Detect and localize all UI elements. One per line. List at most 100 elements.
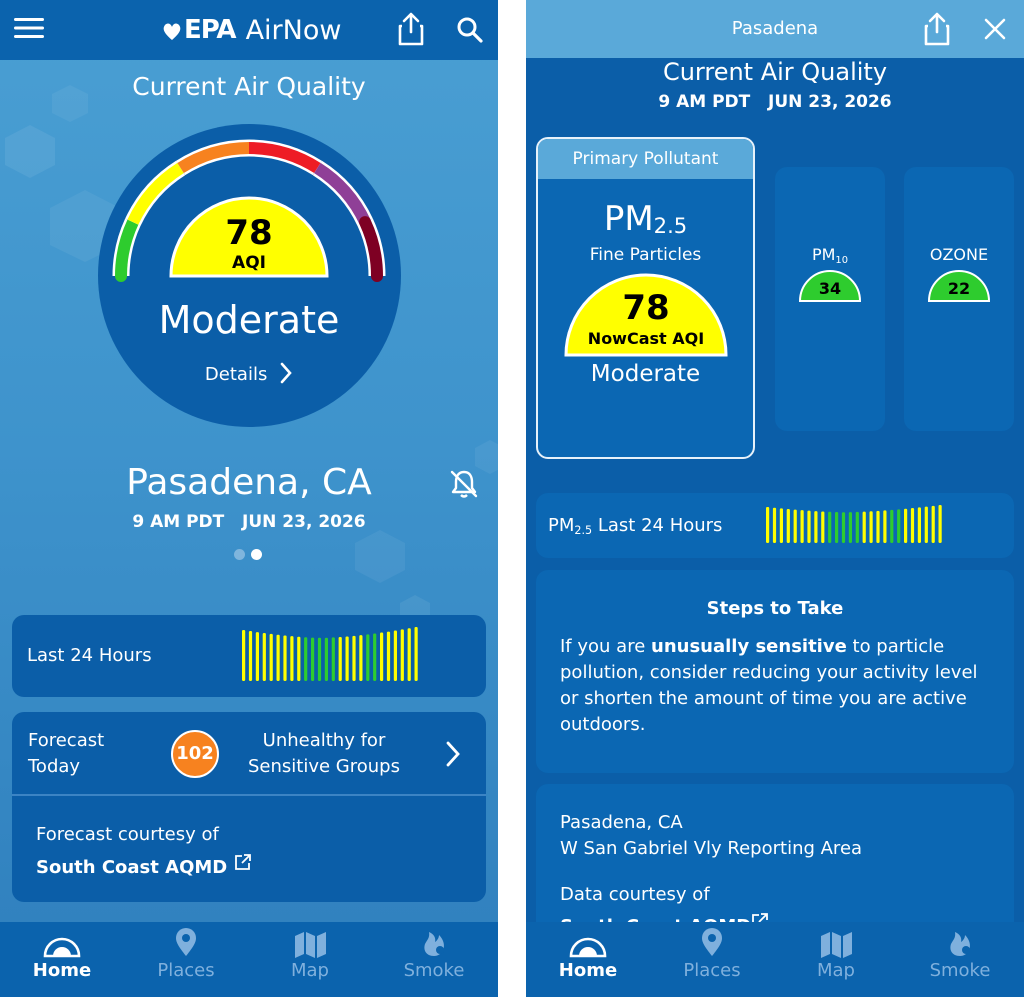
- nav-places[interactable]: Places: [650, 922, 774, 997]
- observation-time: 9 AM PDT: [132, 512, 225, 532]
- location-name: Pasadena, CA: [126, 462, 372, 503]
- hourly-bar: [393, 630, 397, 681]
- bell-off-icon[interactable]: [448, 468, 480, 500]
- primary-pollutant-card[interactable]: Primary Pollutant PM2.5 Fine Particles 7…: [536, 137, 755, 459]
- hourly-bar: [897, 509, 901, 543]
- pollutant-aqi-gauge: 22: [927, 270, 991, 302]
- pollutant-card-pm10[interactable]: PM10 34: [775, 167, 885, 431]
- forecast-courtesy: Forecast courtesy of: [36, 824, 219, 845]
- divider: [12, 794, 486, 796]
- aqi-category: Moderate: [158, 298, 340, 342]
- pm25-last-24-hours-label: PM2.5 Last 24 Hours: [548, 515, 722, 537]
- hourly-bar: [786, 509, 790, 543]
- hourly-bar: [324, 637, 328, 681]
- nav-home-label: Home: [32, 960, 92, 981]
- hourly-bar: [766, 506, 770, 543]
- nav-map[interactable]: Map: [248, 922, 372, 997]
- details-city: Pasadena: [731, 18, 819, 39]
- pollutant-aqi-value: 34: [819, 279, 841, 298]
- hourly-bar: [917, 507, 921, 543]
- pollutant-card-ozone[interactable]: OZONE 22: [904, 167, 1014, 431]
- hourly-bar: [869, 511, 873, 543]
- nav-places-label: Places: [157, 960, 215, 981]
- forecast-source-name: South Coast AQMD: [36, 857, 228, 878]
- hourly-bar: [297, 636, 301, 681]
- primary-pollutant-subscript: 2.5: [653, 213, 688, 238]
- nav-places[interactable]: Places: [124, 922, 248, 997]
- nav-smoke[interactable]: Smoke: [898, 922, 1022, 997]
- forecast-card[interactable]: [12, 712, 486, 902]
- forecast-category: Unhealthy for Sensitive Groups: [234, 728, 414, 780]
- nav-map[interactable]: Map: [774, 922, 898, 997]
- map-icon: [295, 932, 326, 958]
- nav-smoke-label: Smoke: [403, 960, 465, 981]
- location-pin-icon: [176, 928, 196, 956]
- data-courtesy: Data courtesy of: [560, 884, 710, 905]
- pollutant-symbol: OZONE: [929, 245, 989, 264]
- nav-smoke[interactable]: Smoke: [372, 922, 496, 997]
- hourly-bar: [269, 633, 273, 681]
- hourly-bar: [290, 636, 294, 681]
- steps-to-take-card: Steps to Take If you are unusually sensi…: [536, 570, 1014, 773]
- hourly-bar: [345, 636, 349, 681]
- hourly-bar-chart: [242, 627, 418, 681]
- last-24-hours-label: Last 24 Hours: [27, 645, 152, 666]
- steps-text-start: If you are: [560, 636, 651, 657]
- details-time: 9 AM PDT: [658, 92, 751, 112]
- app-name: AirNow: [245, 14, 342, 46]
- forecast-label-line2: Today: [28, 756, 81, 777]
- details-label: Details: [204, 364, 268, 385]
- reporting-area: W San Gabriel Vly Reporting Area: [560, 838, 863, 859]
- steps-text-emphasis: unusually sensitive: [651, 636, 847, 657]
- forecast-source-link[interactable]: South Coast AQMD: [36, 853, 252, 878]
- close-icon[interactable]: [984, 18, 1006, 40]
- hourly-bar: [248, 631, 253, 681]
- hourly-bar: [904, 508, 908, 543]
- chevron-right-icon: [280, 362, 292, 384]
- nav-home[interactable]: Home: [526, 922, 650, 997]
- observation-date: JUN 23, 2026: [242, 512, 366, 532]
- hourly-bar: [890, 509, 894, 543]
- page-dot-active[interactable]: [251, 549, 262, 560]
- page-title: Current Air Quality: [132, 72, 366, 101]
- hourly-bar: [386, 631, 391, 681]
- location-details-screen: Pasadena Current Air Quality 9 AM PDT JU…: [526, 0, 1024, 997]
- pollutant-subscript: 10: [835, 255, 849, 266]
- gauge-aqi-label: AQI: [232, 253, 266, 273]
- hourly-bar: [938, 505, 942, 543]
- nav-smoke-label: Smoke: [929, 960, 991, 981]
- hourly-bar: [814, 511, 818, 543]
- gauge-aqi-value: 78: [225, 213, 272, 253]
- pm25-label-subscript: 2.5: [574, 524, 593, 537]
- chevron-right-icon[interactable]: [444, 740, 462, 768]
- details-link[interactable]: Details: [0, 362, 498, 385]
- pollutant-name: OZONE: [904, 245, 1014, 264]
- search-icon[interactable]: [456, 16, 484, 44]
- share-icon[interactable]: [924, 12, 950, 46]
- hourly-bar: [772, 507, 777, 543]
- hourly-bar: [331, 637, 335, 681]
- nav-home[interactable]: Home: [0, 922, 124, 997]
- hourly-bar: [359, 635, 363, 681]
- pm25-label-rest: Last 24 Hours: [592, 515, 723, 536]
- details-title: Current Air Quality: [662, 58, 888, 86]
- pollutant-aqi-gauge: 34: [798, 270, 862, 302]
- page-indicator: [234, 549, 262, 560]
- steps-heading: Steps to Take: [706, 598, 844, 619]
- forecast-label-line1: Forecast: [28, 730, 105, 751]
- brand: EPA AirNow: [160, 14, 341, 46]
- hourly-bar: [883, 510, 887, 543]
- pm25-label-symbol: PM: [548, 515, 575, 536]
- last-24-hours-card[interactable]: Last 24 Hours: [12, 615, 486, 697]
- page-dot[interactable]: [234, 549, 245, 560]
- pm25-last-24-hours-card[interactable]: PM2.5 Last 24 Hours: [536, 493, 1014, 558]
- screen-separator: [498, 0, 526, 997]
- smoke-fire-icon: [950, 932, 970, 956]
- nav-places-label: Places: [683, 960, 741, 981]
- bottom-nav: Home Places Map Smoke: [0, 922, 498, 997]
- background-hexagons: [5, 85, 498, 627]
- hamburger-icon[interactable]: [14, 16, 44, 40]
- home-screen: EPA AirNow Current Air Quality 78 AQI Mo…: [0, 0, 498, 997]
- hourly-bar: [276, 634, 280, 681]
- share-icon[interactable]: [398, 12, 424, 46]
